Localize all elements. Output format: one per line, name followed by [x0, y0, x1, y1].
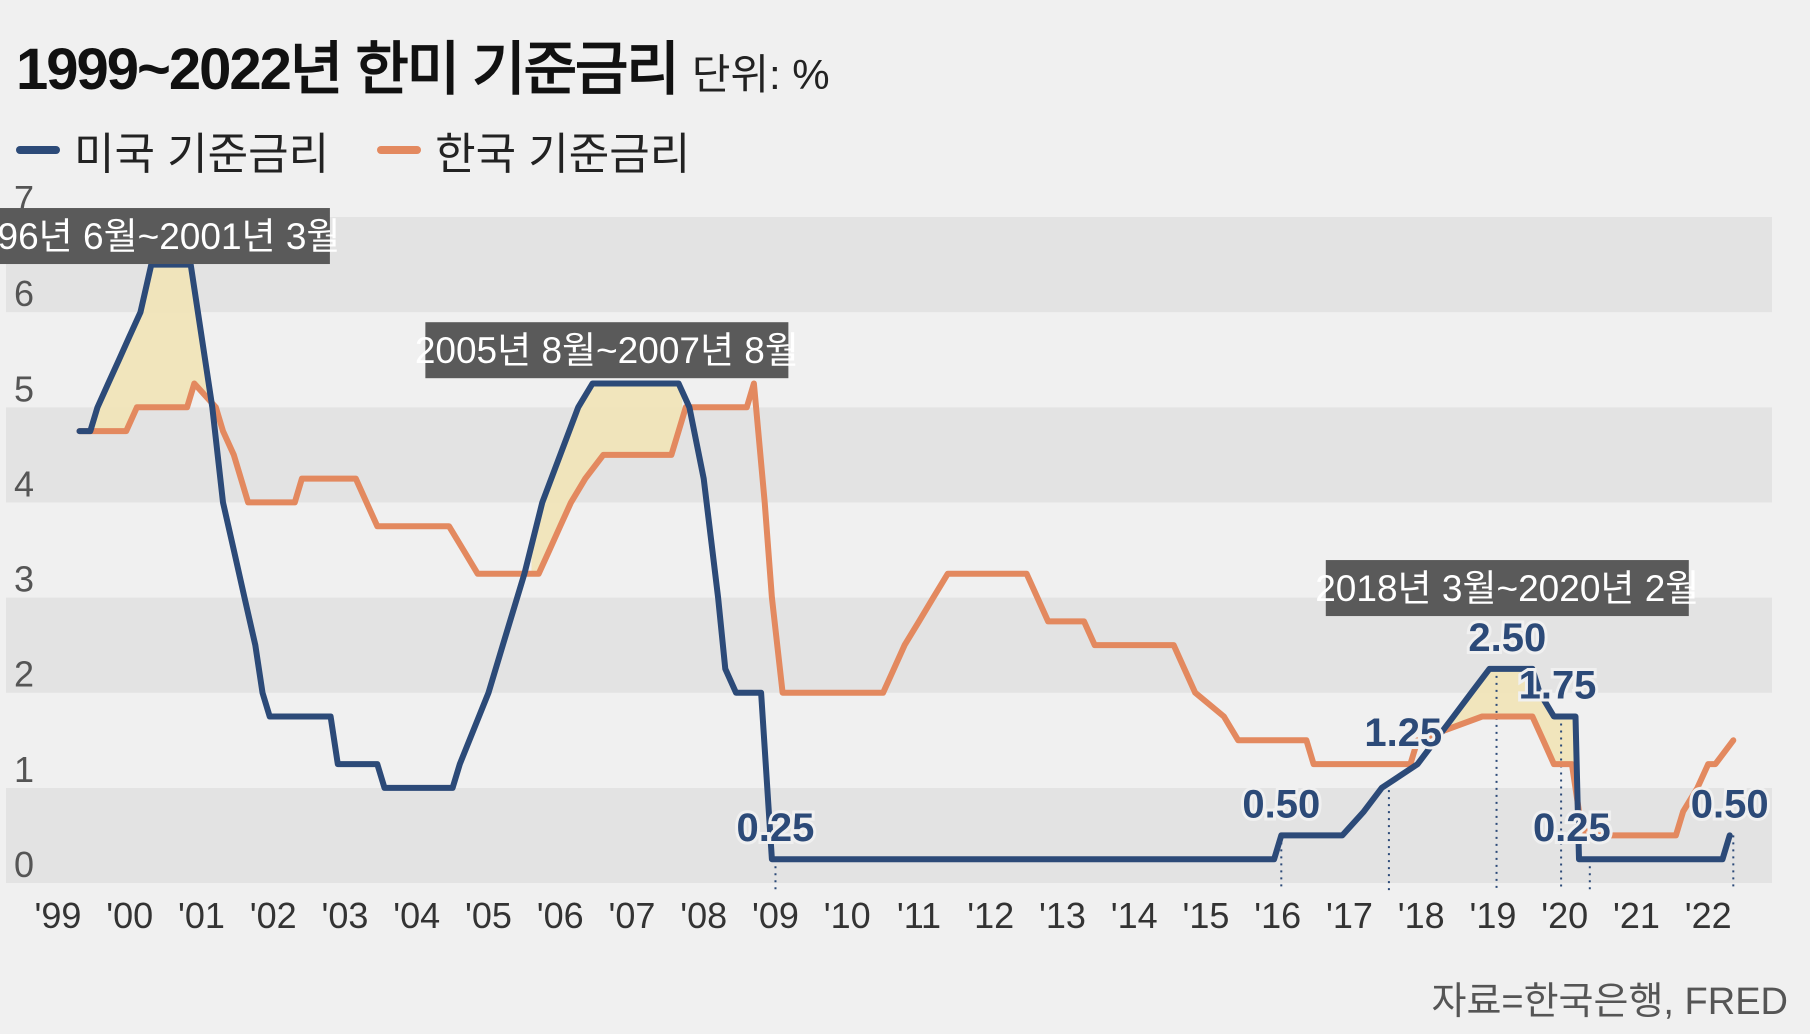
x-tick-label: '00 [106, 895, 153, 936]
x-tick-label: '05 [465, 895, 512, 936]
value-label: 0.50 [1691, 782, 1769, 826]
inversion-period-box [0, 208, 330, 265]
x-tick-label: '21 [1613, 895, 1660, 936]
legend-label-us: 미국 기준금리 [74, 130, 330, 179]
x-tick-label: '08 [680, 895, 727, 936]
x-tick-label: '11 [897, 895, 941, 936]
x-tick-label: '07 [609, 895, 656, 936]
inversion-area [531, 383, 683, 574]
x-tick-label: '13 [1039, 895, 1086, 936]
y-tick-label: 0 [14, 844, 34, 885]
y-tick-label: 4 [14, 463, 34, 504]
y-tick-label: 1 [14, 749, 34, 790]
chart-title: 1999~2022년 한미 기준금리 [16, 37, 680, 102]
background-band [6, 312, 1772, 408]
x-tick-label: '04 [393, 895, 440, 936]
x-tick-label: '17 [1326, 895, 1373, 936]
inversion-period-label: 2018년 3월~2020년 2월 [1315, 568, 1699, 609]
value-label: 0.50 [1242, 782, 1320, 826]
x-tick-label: '03 [322, 895, 369, 936]
inversion-period-label: 1996년 6월~2001년 3월 [0, 216, 340, 257]
x-tick-label: '12 [967, 895, 1014, 936]
value-label: 1.25 [1364, 711, 1442, 755]
inversion-area [1435, 668, 1579, 860]
legend-item-kr: 한국 기준금리 [377, 118, 690, 182]
y-tick-label: 5 [14, 368, 34, 409]
x-tick-label: '10 [824, 895, 871, 936]
x-tick-label: '06 [537, 895, 584, 936]
value-label: 0.25 [737, 806, 815, 850]
x-tick-label: '15 [1182, 895, 1229, 936]
korea-rate-line [76, 380, 1737, 839]
y-tick-label: 2 [14, 654, 34, 695]
value-label: 1.75 [1519, 664, 1597, 708]
inversion-period-box [425, 322, 789, 379]
legend-swatch-us [16, 146, 60, 154]
legend-item-us: 미국 기준금리 [16, 118, 329, 182]
y-tick-label: 6 [14, 273, 34, 314]
unit-label: 단위: % [691, 51, 830, 98]
inversion-period-label: 2005년 8월~2007년 8월 [415, 330, 799, 371]
x-tick-label: '22 [1685, 895, 1732, 936]
x-tick-label: '09 [752, 895, 799, 936]
title-block: 1999~2022년 한미 기준금리 단위: % [16, 22, 830, 106]
x-tick-label: '19 [1469, 895, 1516, 936]
value-label: 0.25 [1533, 806, 1611, 850]
x-tick-label: '14 [1111, 895, 1158, 936]
background-band [6, 407, 1772, 503]
x-tick-label: '18 [1398, 895, 1445, 936]
background-band [6, 787, 1772, 883]
y-tick-label: 3 [14, 559, 34, 600]
x-tick-label: '16 [1254, 895, 1301, 936]
inversion-period-box [1325, 560, 1689, 617]
legend-swatch-kr [377, 146, 422, 154]
legend: 미국 기준금리 한국 기준금리 [16, 118, 738, 182]
value-label: 2.50 [1468, 616, 1546, 660]
x-tick-label: '20 [1541, 895, 1588, 936]
x-tick-label: '02 [250, 895, 297, 936]
us-rate-line [76, 261, 1733, 863]
x-tick-label: '01 [178, 895, 225, 936]
x-tick-label: '99 [35, 895, 82, 936]
source-note: 자료=한국은행, FRED [1431, 981, 1788, 1023]
legend-label-kr: 한국 기준금리 [435, 130, 691, 179]
